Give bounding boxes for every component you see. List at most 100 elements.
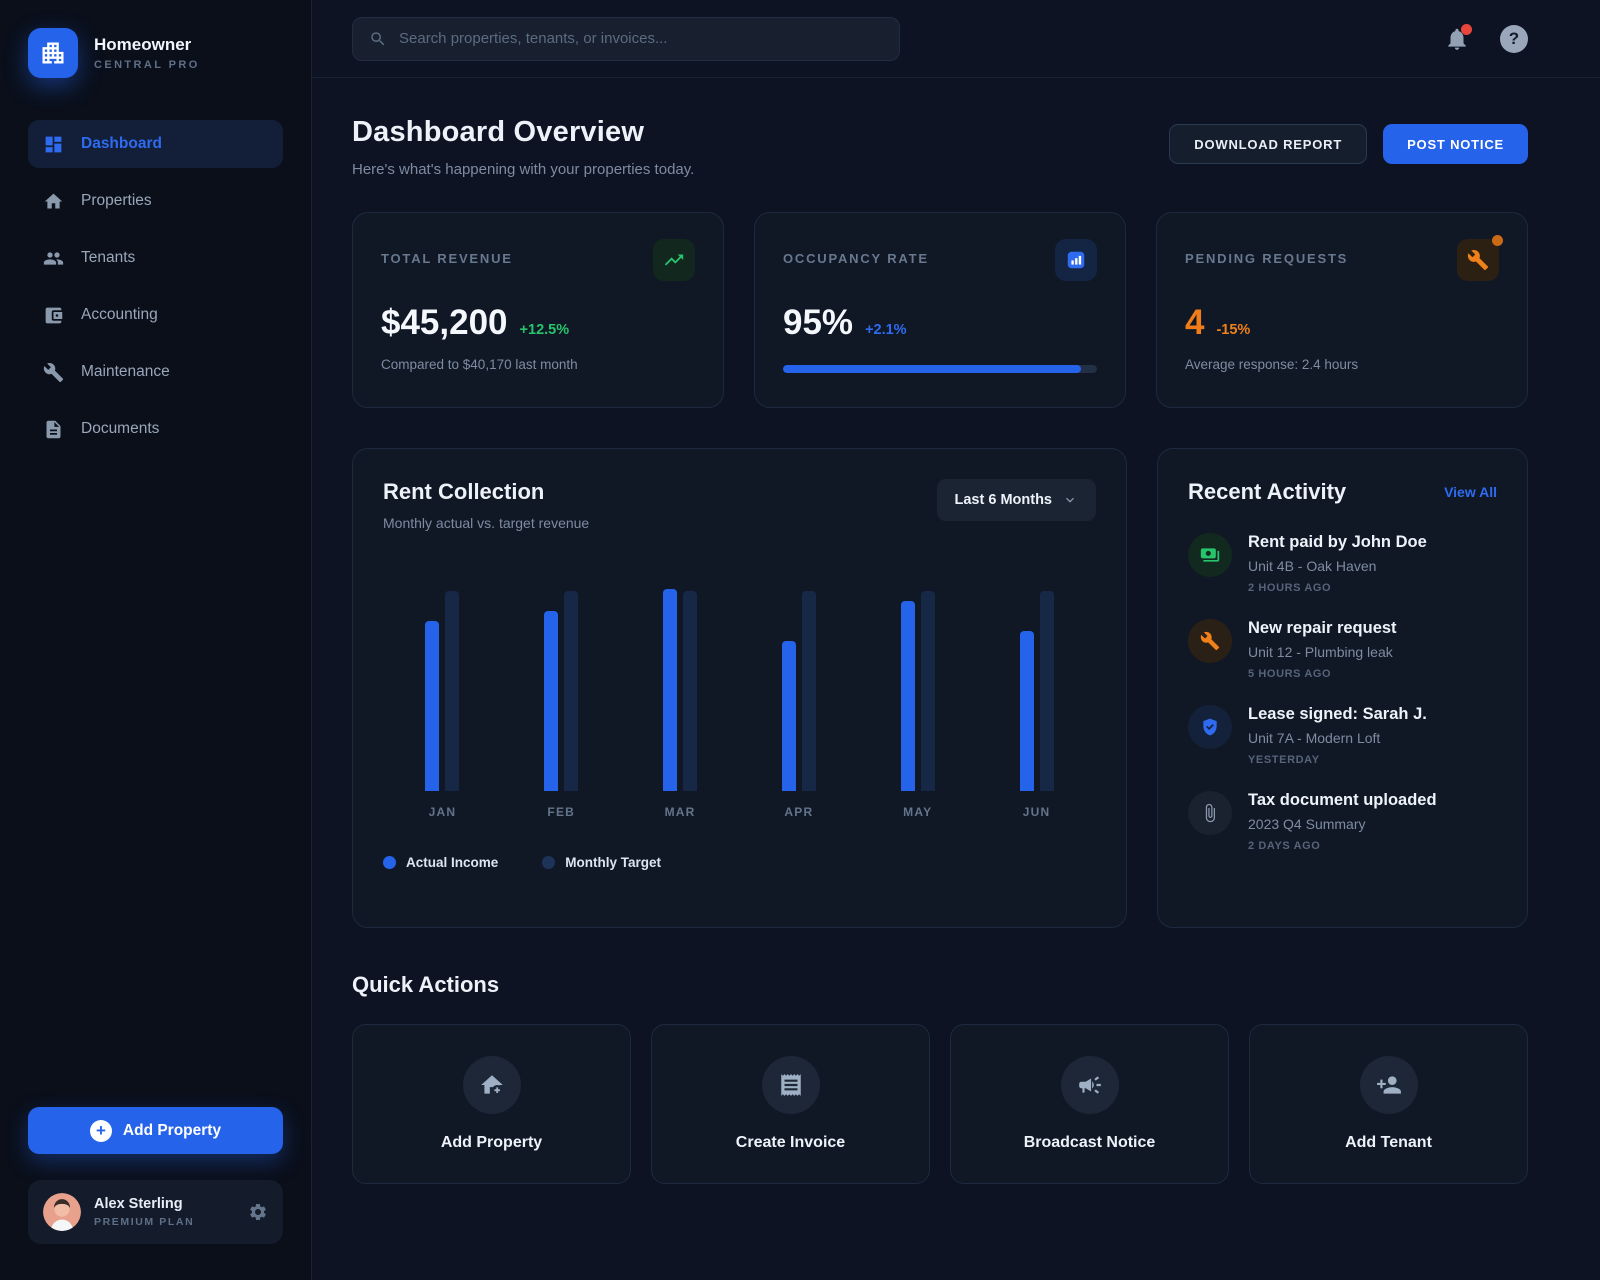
quick-action-label: Broadcast Notice [1023, 1134, 1156, 1151]
dashboard-content: Dashboard Overview Here's what's happeni… [312, 78, 1600, 1280]
month-label: MAR [664, 805, 696, 819]
brand-name: Homeowner [94, 35, 192, 54]
sidebar-item-maintenance[interactable]: Maintenance [28, 348, 283, 396]
activity-item[interactable]: Tax document uploaded 2023 Q4 Summary 2 DA… [1188, 791, 1497, 852]
sidebar-item-tenants[interactable]: Tenants [28, 234, 283, 282]
occupancy-delta: +2.1% [865, 322, 907, 338]
month-label: MAY [903, 805, 933, 819]
tools-icon [1457, 235, 1503, 281]
activity-item[interactable]: New repair request Unit 12 - Plumbing lea… [1188, 619, 1497, 680]
revenue-delta: +12.5% [519, 322, 570, 338]
megaphone-icon [1078, 1076, 1101, 1094]
monthly-target-bar [445, 591, 460, 791]
profile-name: Alex Sterling [94, 1196, 183, 1212]
profile-card[interactable]: Alex Sterling PREMIUM PLAN [28, 1180, 283, 1244]
recent-activity-card: Recent Activity View All Rent paid by Jo… [1157, 448, 1528, 928]
dashboard-icon [45, 136, 62, 152]
avatar [43, 1193, 81, 1231]
activity-item-time: 2 DAYS AGO [1248, 840, 1321, 852]
pending-delta: -15% [1216, 322, 1251, 338]
quick-action-create-invoice[interactable]: Create Invoice [651, 1024, 930, 1184]
activity-item-title: Lease signed: Sarah J. [1248, 705, 1427, 723]
activity-item-title: Rent paid by John Doe [1248, 533, 1427, 551]
quick-action-label: Add Tenant [1345, 1134, 1432, 1151]
occupancy-rate-card: OCCUPANCY RATE 95% +2.1% [754, 212, 1126, 408]
chart-legend: Actual Income Monthly Target [383, 855, 1096, 870]
view-all-link[interactable]: View All [1444, 484, 1497, 500]
monthly-target-bar [564, 591, 579, 791]
legend-label: Monthly Target [565, 855, 662, 870]
chevron-down-icon [1066, 497, 1074, 503]
pending-value: 4 [1185, 303, 1205, 342]
sidebar: Homeowner CENTRAL PRO Dashboard Propertie… [0, 0, 312, 1280]
activity-item-subtitle: 2023 Q4 Summary [1248, 816, 1366, 832]
sidebar-item-dashboard[interactable]: Dashboard [28, 120, 283, 168]
legend-label: Actual Income [406, 855, 499, 870]
brand-subtitle: CENTRAL PRO [94, 59, 200, 71]
plus-circle-icon: + [89, 1119, 112, 1142]
bar-chart-icon [1055, 239, 1097, 281]
notifications-button[interactable] [1444, 23, 1472, 52]
sidebar-item-properties[interactable]: Properties [28, 177, 283, 225]
actual-income-bar [663, 589, 678, 791]
activity-item[interactable]: Lease signed: Sarah J. Unit 7A - Modern L… [1188, 705, 1497, 766]
add-property-label: Add Property [122, 1121, 222, 1139]
range-dropdown[interactable]: Last 6 Months [936, 479, 1096, 521]
occupancy-progress-fill [783, 365, 1082, 373]
megaphone-icon [1060, 1056, 1119, 1114]
rent-chart-plot [383, 579, 1096, 791]
bar-group-jan [425, 591, 460, 791]
sidebar-item-documents[interactable]: Documents [28, 405, 283, 453]
quick-action-label: Create Invoice [735, 1134, 846, 1151]
monthly-target-bar [683, 591, 698, 791]
post-notice-button[interactable]: POST NOTICE [1383, 124, 1528, 164]
revenue-note: Compared to $40,170 last month [381, 357, 578, 372]
trending-up-icon [653, 239, 695, 281]
search-icon [371, 31, 385, 45]
tenants-icon [43, 251, 64, 265]
bar-group-may [900, 591, 935, 791]
chart-subtitle: Monthly actual vs. target revenue [383, 515, 590, 531]
quick-action-add-property[interactable]: Add Property [352, 1024, 631, 1184]
actual-income-bar [1019, 631, 1034, 791]
quick-action-broadcast-notice[interactable]: Broadcast Notice [950, 1024, 1229, 1184]
activity-item-title: Tax document uploaded [1248, 791, 1437, 809]
person-plus-icon [1376, 1076, 1401, 1094]
sidebar-item-label: Dashboard [81, 135, 162, 152]
add-property-button[interactable]: + Add Property [28, 1107, 283, 1154]
legend-item: Actual Income [383, 855, 498, 870]
activity-item[interactable]: Rent paid by John Doe Unit 4B - Oak Haven… [1188, 533, 1497, 594]
house-plus-icon [480, 1075, 503, 1096]
sidebar-nav: Dashboard Properties Tenants Accounting Main… [28, 120, 283, 453]
bar-group-mar [663, 589, 698, 791]
occupancy-label: OCCUPANCY RATE [783, 251, 929, 266]
activity-item-subtitle: Unit 4B - Oak Haven [1248, 558, 1377, 574]
actual-income-bar [781, 641, 796, 791]
legend-item: Monthly Target [542, 855, 661, 870]
activity-title: Recent Activity [1188, 479, 1347, 504]
download-report-button[interactable]: DOWNLOAD REPORT [1169, 124, 1368, 164]
activity-item-subtitle: Unit 12 - Plumbing leak [1248, 644, 1393, 660]
actual-income-bar [544, 611, 559, 791]
properties-icon [44, 193, 63, 208]
total-revenue-card: TOTAL REVENUE $45,200 +12.5% Compared to… [352, 212, 724, 408]
quick-actions-title: Quick Actions [352, 972, 500, 997]
bell-icon [1448, 28, 1466, 50]
bar-group-apr [781, 591, 816, 791]
sidebar-item-label: Documents [81, 420, 160, 437]
help-button[interactable]: ? [1500, 24, 1528, 53]
quick-actions-row: Add Property Create Invoice Broadcast Noti… [352, 1024, 1528, 1184]
bar-group-jun [1019, 591, 1054, 791]
search-input[interactable] [399, 30, 883, 47]
wrench-icon [1188, 619, 1232, 663]
brand-building-icon [28, 28, 78, 78]
receipt-icon [780, 1074, 801, 1096]
main-area: ? Dashboard Overview Here's what's happe… [312, 0, 1600, 1280]
notification-dot [1461, 23, 1472, 35]
quick-action-add-tenant[interactable]: Add Tenant [1249, 1024, 1528, 1184]
quick-action-label: Add Property [440, 1134, 543, 1151]
gear-icon[interactable] [248, 1202, 268, 1222]
paperclip-icon [1205, 803, 1215, 823]
month-label: FEB [547, 805, 576, 819]
sidebar-item-accounting[interactable]: Accounting [28, 291, 283, 339]
